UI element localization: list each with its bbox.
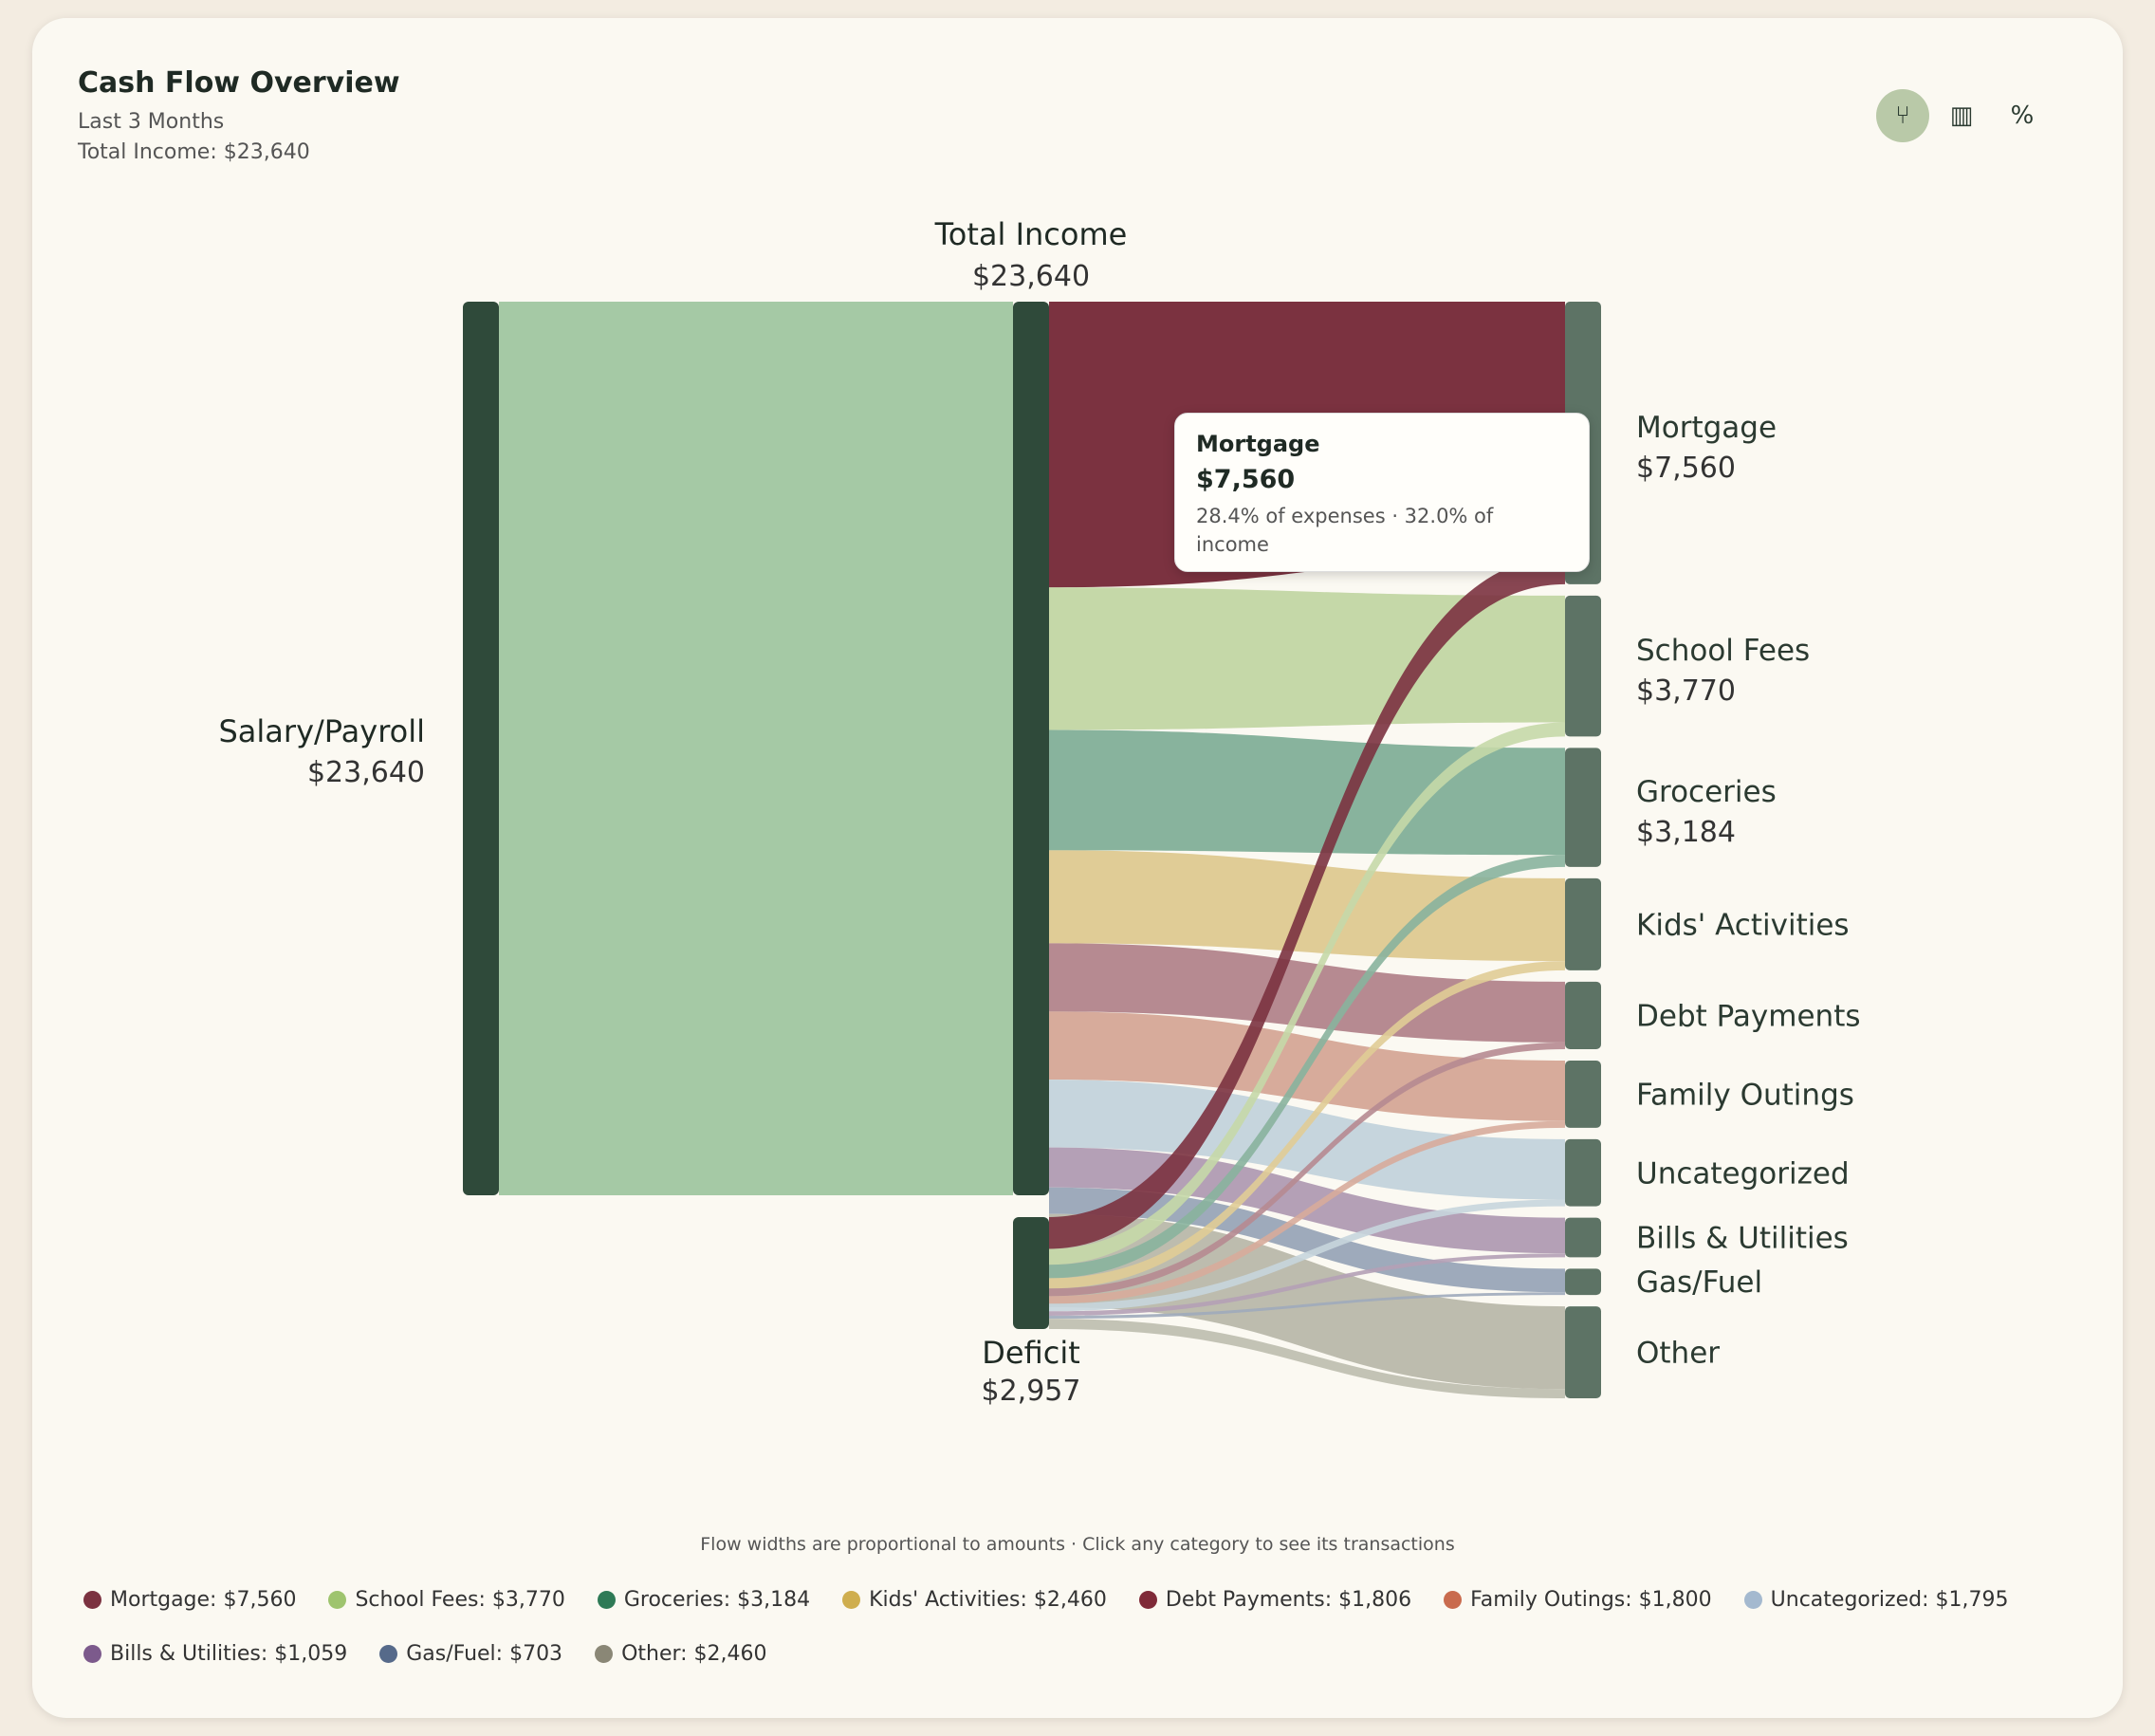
legend-label: Other: $2,460 xyxy=(621,1641,767,1666)
deficit-flow-mortgage xyxy=(1049,556,1565,1249)
legend-dot xyxy=(1138,1590,1157,1609)
deficit-flow-gas-fuel xyxy=(1049,1292,1565,1320)
category-label: Gas/Fuel xyxy=(1636,1265,1762,1300)
footnote: Flow widths are proportional to amounts … xyxy=(700,1534,1455,1555)
percent-view-button[interactable]: % xyxy=(1996,89,2049,142)
legend-dot xyxy=(83,1644,101,1663)
deficit-flow-school-fees xyxy=(1049,722,1565,1265)
category-node-uncategorized[interactable] xyxy=(1565,1138,1601,1207)
category-label: Groceries xyxy=(1636,775,1777,809)
salary-label: Salary/Payroll xyxy=(218,713,425,749)
category-node-gas-fuel[interactable] xyxy=(1565,1268,1601,1296)
category-node-family-outings[interactable] xyxy=(1565,1060,1601,1128)
sankey-view-button[interactable]: ⑂ xyxy=(1876,89,1929,142)
legend-item[interactable]: Mortgage: $7,560 xyxy=(83,1588,296,1612)
category-label: Mortgage xyxy=(1636,411,1777,445)
category-node-kids-activities[interactable] xyxy=(1565,877,1601,970)
category-label: Kids' Activities xyxy=(1636,908,1850,942)
category-node-bills-utilities[interactable] xyxy=(1565,1217,1601,1258)
total-income-node[interactable] xyxy=(1013,302,1049,1195)
deficit-flow-kids-activities xyxy=(1049,961,1565,1289)
branch-icon: ⑂ xyxy=(1895,102,1910,130)
deficit-flow-bills-utilities xyxy=(1049,1253,1565,1316)
chart-subtitle: Last 3 Months xyxy=(78,110,225,134)
salary-node[interactable] xyxy=(463,302,499,1195)
deficit-flow-family-outings xyxy=(1049,1120,1565,1304)
legend-label: School Fees: $3,770 xyxy=(355,1587,565,1612)
tooltip-value: $7,560 xyxy=(1196,465,1296,494)
legend-dot xyxy=(379,1644,398,1663)
deficit-flow-debt-payments xyxy=(1049,1042,1565,1297)
category-label: Family Outings xyxy=(1636,1078,1854,1112)
legend-dot xyxy=(842,1590,861,1609)
legend-label: Bills & Utilities: $1,059 xyxy=(110,1641,348,1666)
legend-item[interactable]: School Fees: $3,770 xyxy=(328,1587,565,1612)
category-label: Bills & Utilities xyxy=(1636,1222,1849,1256)
legend-label: Debt Payments: $1,806 xyxy=(1165,1587,1412,1612)
category-label: Uncategorized xyxy=(1636,1156,1850,1191)
bar-chart-icon: ▥ xyxy=(1949,102,1974,130)
legend-dot xyxy=(83,1590,101,1609)
legend-dot xyxy=(595,1644,614,1663)
flow-uncategorized xyxy=(1049,1080,1565,1200)
legend-label: Mortgage: $7,560 xyxy=(110,1587,297,1612)
legend: Mortgage: $7,560 School Fees: $3,770 Groce… xyxy=(83,1584,2075,1692)
bar-view-button[interactable]: ▥ xyxy=(1935,89,1988,142)
legend-item[interactable]: Debt Payments: $1,806 xyxy=(1138,1587,1412,1612)
deficit-value: $2,957 xyxy=(982,1375,1081,1408)
category-value: $7,560 xyxy=(1636,452,1736,485)
salary-flow xyxy=(499,302,1013,1195)
tooltip: Mortgage $7,560 28.4% of expenses · 32.0… xyxy=(1174,413,1590,572)
total-income-summary: Total Income: $23,640 xyxy=(78,140,310,164)
legend-dot xyxy=(1444,1590,1463,1609)
chart-title: Cash Flow Overview xyxy=(78,66,400,100)
category-label: School Fees xyxy=(1636,634,1810,668)
legend-item[interactable]: Groceries: $3,184 xyxy=(597,1587,811,1612)
hub-value: $23,640 xyxy=(972,260,1090,293)
legend-label: Kids' Activities: $2,460 xyxy=(869,1587,1107,1612)
hub-label: Total Income xyxy=(934,216,1128,252)
legend-label: Uncategorized: $1,795 xyxy=(1770,1587,2009,1612)
category-node-groceries[interactable] xyxy=(1565,748,1601,867)
percent-icon: % xyxy=(2010,102,2035,130)
flow-gas-fuel xyxy=(1049,1187,1565,1293)
flow-school-fees xyxy=(1049,587,1565,730)
flow-groceries xyxy=(1049,729,1565,856)
deficit-flow-other xyxy=(1049,1319,1565,1398)
flow-other xyxy=(1049,1213,1565,1390)
deficit-flow-uncategorized xyxy=(1049,1199,1565,1312)
category-label: Debt Payments xyxy=(1636,999,1861,1033)
tooltip-note: 28.4% of expenses · 32.0% of income xyxy=(1196,505,1494,556)
legend-item[interactable]: Bills & Utilities: $1,059 xyxy=(83,1642,347,1666)
deficit-node[interactable] xyxy=(1013,1217,1049,1329)
legend-item[interactable]: Gas/Fuel: $703 xyxy=(379,1642,562,1666)
salary-value: $23,640 xyxy=(307,756,425,789)
legend-dot xyxy=(597,1590,616,1609)
deficit-label: Deficit xyxy=(982,1335,1080,1371)
legend-label: Family Outings: $1,800 xyxy=(1470,1587,1712,1612)
legend-label: Groceries: $3,184 xyxy=(623,1587,811,1612)
category-node-debt-payments[interactable] xyxy=(1565,981,1601,1049)
sankey-chart: Total Income $23,640 Salary/Payroll $23,640… xyxy=(218,216,1861,1408)
legend-dot xyxy=(328,1590,347,1609)
category-node-other[interactable] xyxy=(1565,1306,1601,1398)
category-value: $3,184 xyxy=(1636,816,1736,849)
legend-dot xyxy=(1743,1590,1762,1609)
legend-item[interactable]: Family Outings: $1,800 xyxy=(1444,1588,1712,1612)
legend-item[interactable]: Other: $2,460 xyxy=(595,1641,767,1666)
category-value: $3,770 xyxy=(1636,674,1736,708)
category-node-school-fees[interactable] xyxy=(1565,595,1601,737)
legend-item[interactable]: Uncategorized: $1,795 xyxy=(1743,1587,2009,1612)
legend-label: Gas/Fuel: $703 xyxy=(406,1641,563,1666)
category-label: Other xyxy=(1636,1337,1720,1371)
deficit-flow-groceries xyxy=(1049,855,1565,1279)
legend-item[interactable]: Kids' Activities: $2,460 xyxy=(842,1588,1107,1612)
tooltip-title: Mortgage xyxy=(1196,431,1320,457)
